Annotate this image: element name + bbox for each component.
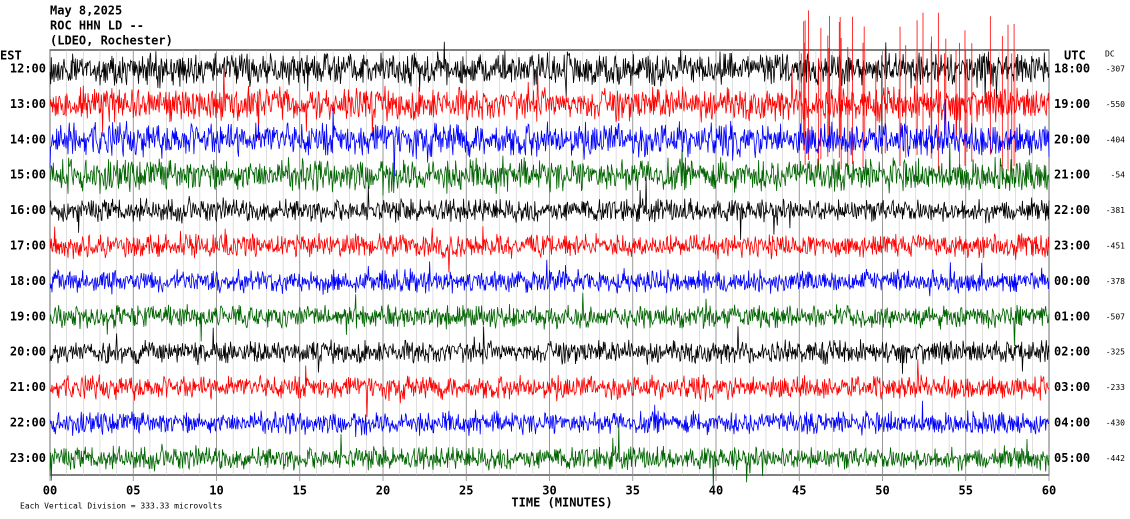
dc-value: -381 <box>1106 206 1125 215</box>
trace <box>49 424 1050 488</box>
trace <box>49 259 1050 297</box>
x-tick-label: 25 <box>459 484 473 498</box>
dc-value: -404 <box>1106 135 1125 144</box>
x-tick-label: 40 <box>709 484 723 498</box>
utc-label: 01:00 <box>1054 309 1090 323</box>
utc-label: 22:00 <box>1054 203 1090 217</box>
est-label: 16:00 <box>10 203 46 217</box>
trace <box>49 400 1050 438</box>
est-label: 13:00 <box>10 97 46 111</box>
trace <box>49 66 1050 141</box>
dc-value: -442 <box>1106 454 1125 463</box>
est-label: 17:00 <box>10 239 46 253</box>
dc-value: -451 <box>1106 242 1125 251</box>
est-label: 20:00 <box>10 345 46 359</box>
x-tick-label: 30 <box>542 484 556 498</box>
title: May 8,2025 <box>50 4 122 18</box>
x-tick-label: 55 <box>959 484 973 498</box>
trace <box>49 142 1050 196</box>
est-label: 21:00 <box>10 380 46 394</box>
trace <box>49 359 1050 418</box>
x-tick-label: 05 <box>126 484 140 498</box>
x-tick-label: 35 <box>626 484 640 498</box>
trace <box>49 177 1050 240</box>
utc-label: 20:00 <box>1054 132 1090 146</box>
utc-label: 04:00 <box>1054 416 1090 430</box>
est-label: 22:00 <box>10 416 46 430</box>
x-tick-label: 10 <box>209 484 223 498</box>
x-tick-label: 50 <box>875 484 889 498</box>
x-tick-label: 20 <box>376 484 390 498</box>
est-label: 18:00 <box>10 274 46 288</box>
dc-value: -430 <box>1106 419 1125 428</box>
utc-label: 23:00 <box>1054 239 1090 253</box>
utc-label: 19:00 <box>1054 97 1090 111</box>
subtitle: ROC HHN LD -- <box>50 19 144 33</box>
utc-label: 21:00 <box>1054 168 1090 182</box>
dc-value: -550 <box>1106 100 1125 109</box>
dc-value: -233 <box>1106 383 1125 392</box>
dc-value: -507 <box>1106 312 1125 321</box>
dc-label: DC <box>1105 50 1115 59</box>
trace <box>49 292 1050 346</box>
dc-value: -307 <box>1106 65 1125 74</box>
left-label: EST <box>0 49 22 63</box>
x-tick-label: 00 <box>43 484 57 498</box>
est-label: 19:00 <box>10 309 46 323</box>
x-tick-label: 45 <box>792 484 806 498</box>
x-tick-label: 15 <box>293 484 307 498</box>
est-label: 14:00 <box>10 132 46 146</box>
utc-label: 05:00 <box>1054 451 1090 465</box>
utc-label: 03:00 <box>1054 380 1090 394</box>
utc-label: 00:00 <box>1054 274 1090 288</box>
est-label: 12:00 <box>10 62 46 76</box>
utc-label: 18:00 <box>1054 62 1090 76</box>
footnote: Each Vertical Division = 333.33 microvol… <box>20 502 222 511</box>
est-label: 15:00 <box>10 168 46 182</box>
dc-value: -54 <box>1111 171 1126 180</box>
trace <box>49 326 1050 374</box>
x-tick-label: 60 <box>1042 484 1056 498</box>
trace <box>49 99 1050 183</box>
est-label: 23:00 <box>10 451 46 465</box>
station: (LDEO, Rochester) <box>50 34 173 48</box>
trace <box>49 226 1050 273</box>
dc-value: -378 <box>1106 277 1125 286</box>
trace <box>49 41 1050 103</box>
dc-value: -325 <box>1106 348 1125 357</box>
right-label: UTC <box>1064 49 1086 63</box>
x-axis-label: TIME (MINUTES) <box>511 496 612 510</box>
utc-label: 02:00 <box>1054 345 1090 359</box>
